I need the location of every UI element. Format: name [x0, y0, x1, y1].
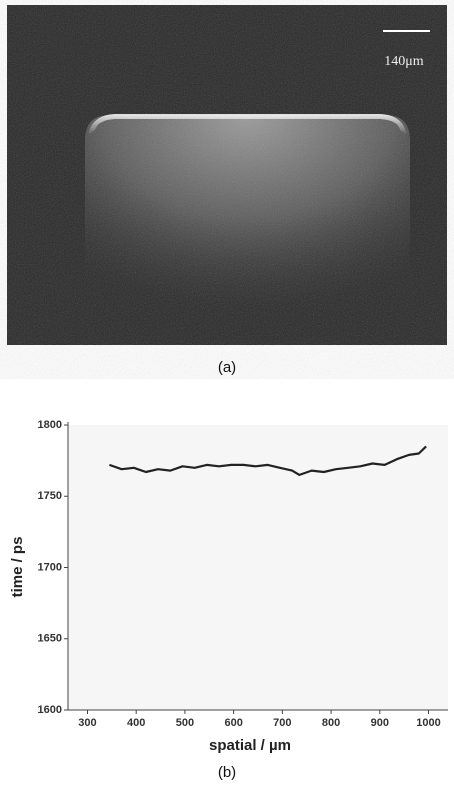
- caption: (a): [218, 359, 236, 376]
- y-tick-label: 1650: [38, 633, 62, 645]
- y-tick-label: 1750: [38, 490, 62, 502]
- micrograph: 140μm: [7, 5, 447, 345]
- data-line: [109, 445, 427, 476]
- x-tick-label: 400: [127, 717, 145, 729]
- x-tick-label: 300: [78, 717, 96, 729]
- x-tick-label: 500: [176, 717, 194, 729]
- x-tick-label: 1000: [416, 717, 440, 729]
- y-tick-label: 1600: [38, 704, 62, 716]
- scale-label: 140μm: [384, 54, 424, 69]
- y-tick-label: 1700: [38, 561, 62, 573]
- y-tick-label: 1800: [38, 419, 62, 431]
- caption: (b): [218, 764, 236, 781]
- x-tick-label: 700: [273, 717, 291, 729]
- x-tick-label: 900: [371, 717, 389, 729]
- x-axis-title: spatial / µm: [209, 737, 291, 754]
- x-tick-label: 600: [224, 717, 242, 729]
- plot-area: [68, 425, 448, 710]
- y-axis-title: time / ps: [9, 537, 26, 598]
- x-tick-label: 800: [322, 717, 340, 729]
